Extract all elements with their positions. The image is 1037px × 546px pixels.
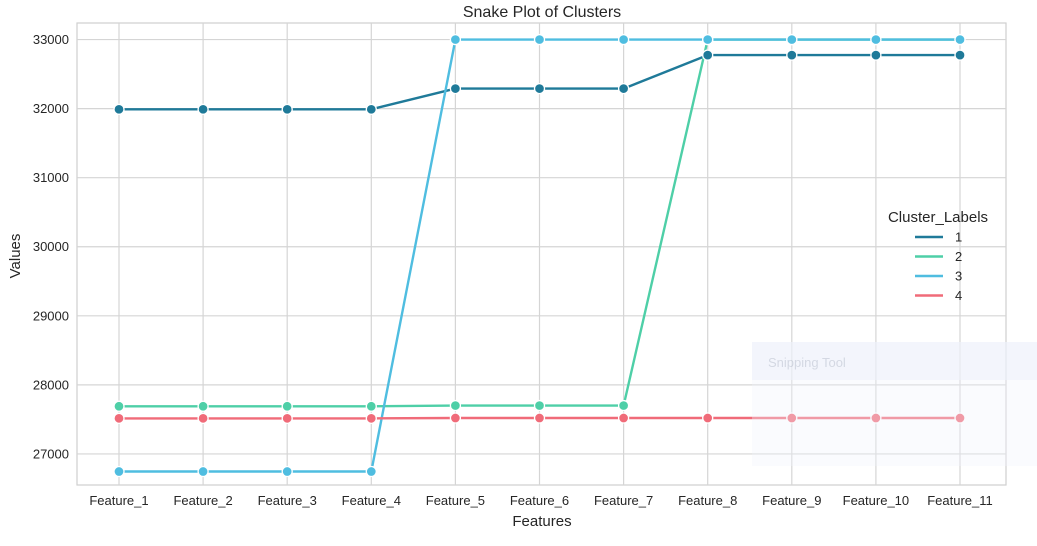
data-point-2 bbox=[617, 399, 630, 412]
data-point-4 bbox=[533, 412, 546, 424]
data-point-4 bbox=[617, 412, 630, 424]
x-tick-label: Feature_2 bbox=[173, 493, 232, 508]
data-point-3 bbox=[197, 465, 209, 478]
x-tick-label: Feature_10 bbox=[843, 493, 910, 508]
y-tick-label: 31000 bbox=[33, 170, 69, 185]
y-tick-label: 30000 bbox=[33, 239, 69, 254]
legend-title: Cluster_Labels bbox=[888, 209, 988, 226]
x-tick-label: Feature_7 bbox=[594, 493, 653, 508]
x-tick-label: Feature_3 bbox=[258, 493, 317, 508]
data-point-1 bbox=[954, 49, 966, 61]
data-point-1 bbox=[786, 49, 798, 61]
legend-label-1: 1 bbox=[955, 230, 962, 245]
data-point-1 bbox=[449, 82, 462, 95]
snipping-tool-label: Snipping Tool bbox=[768, 355, 846, 370]
data-point-3 bbox=[870, 33, 882, 46]
x-tick-label: Feature_11 bbox=[927, 493, 993, 508]
data-point-4 bbox=[113, 412, 125, 425]
data-point-4 bbox=[449, 412, 462, 424]
data-point-2 bbox=[533, 399, 546, 412]
data-point-3 bbox=[786, 33, 798, 46]
data-point-3 bbox=[281, 465, 293, 478]
x-tick-label: Feature_1 bbox=[89, 493, 148, 508]
data-point-2 bbox=[281, 400, 293, 412]
x-tick-label: Feature_9 bbox=[762, 493, 821, 508]
data-point-2 bbox=[365, 400, 377, 412]
snipping-tool-bar: Snipping Tool bbox=[752, 342, 1037, 380]
snipping-tool-overlay: Snipping Tool bbox=[752, 342, 1037, 466]
data-point-1 bbox=[702, 49, 714, 61]
y-tick-label: 32000 bbox=[33, 101, 69, 116]
y-tick-label: 29000 bbox=[33, 308, 69, 323]
legend: Cluster_Labels 1 2 3 4 bbox=[888, 209, 988, 303]
x-tick-labels: Feature_1 Feature_2 Feature_3 Feature_4 Feat… bbox=[89, 493, 992, 508]
y-axis-title: Values bbox=[7, 234, 24, 279]
data-point-3 bbox=[113, 465, 125, 478]
data-point-4 bbox=[870, 412, 882, 424]
y-tick-label: 33000 bbox=[33, 32, 69, 47]
data-point-2 bbox=[197, 400, 209, 412]
data-point-4 bbox=[365, 412, 377, 425]
x-tick-label: Feature_8 bbox=[678, 493, 737, 508]
series-points bbox=[113, 33, 966, 478]
y-tick-labels: 27000 28000 29000 30000 31000 32000 33000 bbox=[33, 32, 69, 461]
data-point-3 bbox=[533, 33, 546, 46]
data-point-3 bbox=[954, 33, 966, 46]
data-point-4 bbox=[954, 412, 966, 424]
legend-label-3: 3 bbox=[955, 269, 962, 284]
data-point-1 bbox=[113, 103, 125, 115]
chart-title: Snake Plot of Clusters bbox=[463, 4, 621, 21]
data-point-3 bbox=[617, 33, 630, 46]
y-tick-label: 27000 bbox=[33, 446, 69, 461]
data-point-1 bbox=[365, 103, 377, 115]
data-point-3 bbox=[365, 465, 377, 478]
data-point-1 bbox=[870, 49, 882, 61]
data-point-3 bbox=[702, 33, 714, 46]
x-axis-title: Features bbox=[512, 513, 571, 530]
data-point-1 bbox=[533, 82, 546, 95]
data-point-2 bbox=[449, 399, 462, 412]
data-point-2 bbox=[113, 400, 125, 412]
x-tick-label: Feature_5 bbox=[426, 493, 485, 508]
data-point-4 bbox=[786, 412, 798, 424]
data-point-4 bbox=[702, 412, 714, 424]
data-point-4 bbox=[197, 412, 209, 425]
legend-label-2: 2 bbox=[955, 249, 962, 264]
data-point-3 bbox=[449, 33, 462, 46]
data-point-1 bbox=[197, 103, 209, 115]
legend-label-4: 4 bbox=[955, 288, 962, 303]
data-point-1 bbox=[281, 103, 293, 115]
x-tick-label: Feature_6 bbox=[510, 493, 569, 508]
y-tick-label: 28000 bbox=[33, 377, 69, 392]
data-point-1 bbox=[617, 82, 630, 95]
x-tick-label: Feature_4 bbox=[342, 493, 401, 508]
data-point-4 bbox=[281, 412, 293, 425]
